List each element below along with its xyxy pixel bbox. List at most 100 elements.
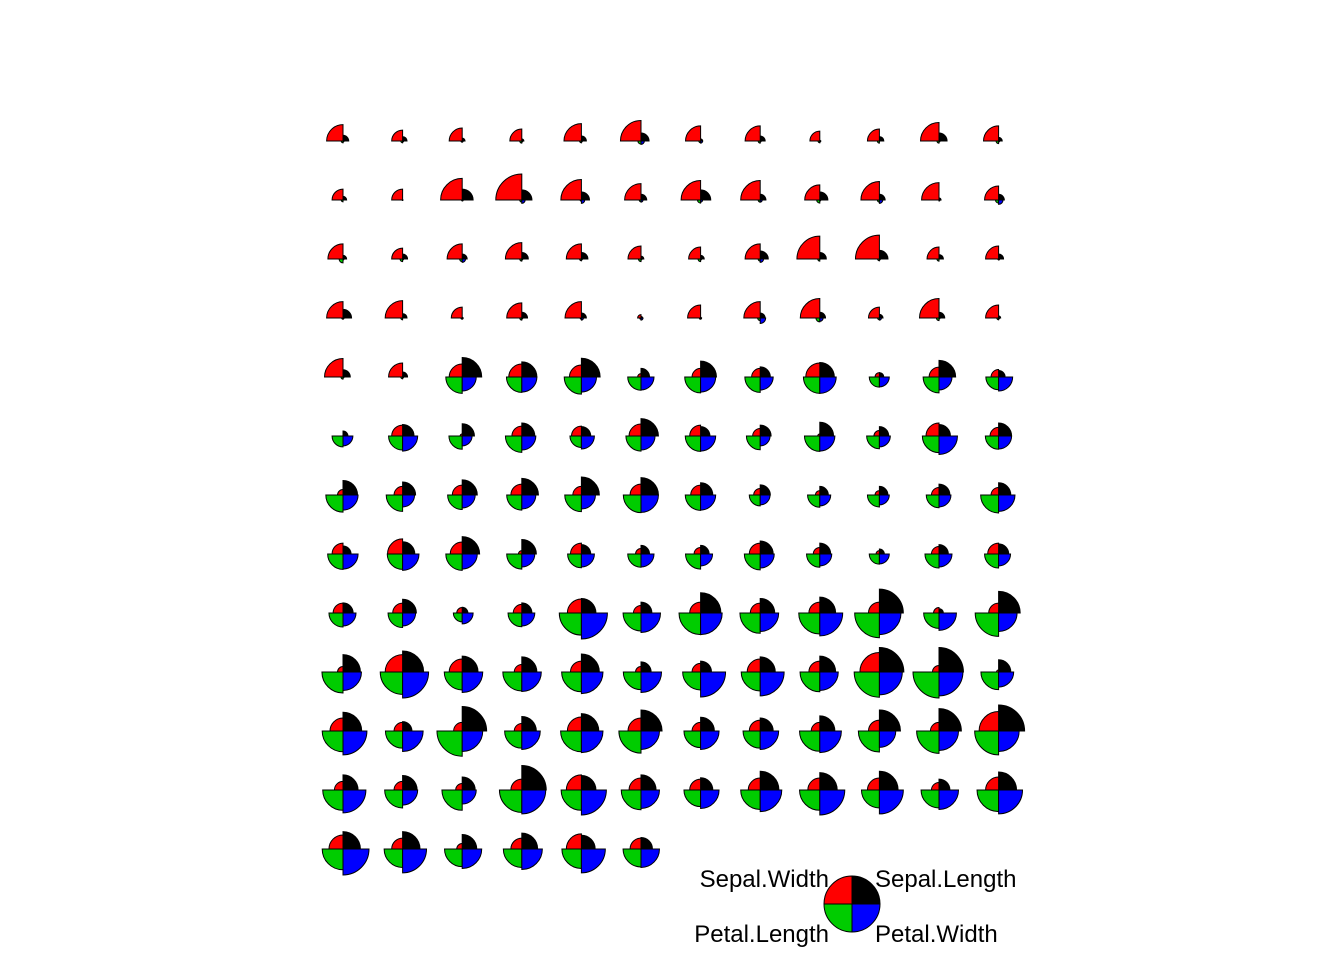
segment-petal-width xyxy=(521,376,538,393)
star-40 xyxy=(506,302,529,321)
segment-sepal-width xyxy=(928,366,940,378)
segment-petal-length xyxy=(322,789,344,811)
segment-sepal-width xyxy=(978,710,1000,732)
segment-petal-length xyxy=(815,317,821,323)
segment-petal-length xyxy=(743,553,761,571)
segment-petal-width xyxy=(998,140,1001,143)
star-59 xyxy=(922,359,957,394)
segment-petal-length xyxy=(853,671,880,698)
star-96 xyxy=(984,542,1012,569)
star-13 xyxy=(331,188,348,203)
segment-petal-length xyxy=(618,730,642,754)
star-138 xyxy=(620,774,660,811)
segment-petal-width xyxy=(759,612,780,632)
segment-petal-width xyxy=(402,671,430,699)
segment-sepal-length xyxy=(461,655,479,673)
segment-sepal-length xyxy=(580,653,600,673)
segment-petal-width xyxy=(938,671,964,697)
segment-sepal-width xyxy=(387,538,404,555)
segment-petal-length xyxy=(678,612,702,636)
star-71 xyxy=(921,422,958,455)
segment-petal-width xyxy=(998,376,1014,392)
star-49 xyxy=(324,358,351,380)
star-130 xyxy=(857,709,901,753)
segment-petal-length xyxy=(519,140,523,144)
segment-sepal-width xyxy=(565,774,582,791)
segment-sepal-width xyxy=(627,245,642,260)
segment-sepal-width xyxy=(925,422,940,437)
star-91 xyxy=(685,544,714,570)
segment-sepal-width xyxy=(511,425,523,437)
star-26 xyxy=(391,247,409,263)
star-117 xyxy=(799,655,839,693)
star-33 xyxy=(796,235,827,262)
star-148 xyxy=(502,832,543,871)
segment-sepal-length xyxy=(580,251,589,260)
segment-petal-length xyxy=(739,612,761,634)
segment-sepal-width xyxy=(391,424,404,437)
segment-petal-length xyxy=(637,258,642,263)
segment-sepal-length xyxy=(700,544,710,555)
segment-sepal-width xyxy=(691,721,702,732)
segment-petal-length xyxy=(974,612,1000,637)
star-112 xyxy=(502,656,542,693)
segment-petal-length xyxy=(798,612,821,635)
segment-sepal-width xyxy=(746,658,761,673)
segment-sepal-width xyxy=(509,128,523,142)
segment-petal-length xyxy=(444,848,463,868)
star-63 xyxy=(448,423,475,450)
segment-petal-length xyxy=(622,848,642,868)
star-146 xyxy=(383,831,428,874)
star-7 xyxy=(685,125,704,144)
segment-sepal-length xyxy=(998,704,1026,732)
segment-petal-length xyxy=(506,494,523,511)
segment-sepal-length xyxy=(938,544,949,555)
segment-petal-width xyxy=(461,848,483,870)
segment-sepal-length xyxy=(640,661,652,673)
segment-petal-width xyxy=(938,140,941,143)
star-24 xyxy=(984,185,1005,205)
segment-petal-width xyxy=(521,140,524,143)
segment-petal-width xyxy=(700,199,704,203)
segment-sepal-width xyxy=(512,603,523,614)
segment-petal-length xyxy=(683,789,702,808)
segment-sepal-length xyxy=(461,706,488,732)
star-64 xyxy=(504,422,537,453)
segment-petal-width xyxy=(878,789,904,815)
star-116 xyxy=(740,656,785,697)
segment-sepal-width xyxy=(989,426,1000,437)
legend-star xyxy=(823,875,881,933)
segment-petal-length xyxy=(448,435,463,450)
segment-sepal-length xyxy=(759,484,771,496)
segment-sepal-width xyxy=(495,173,523,201)
star-131 xyxy=(916,708,962,754)
star-79 xyxy=(684,482,717,511)
segment-sepal-width xyxy=(637,373,642,378)
segment-petal-length xyxy=(498,789,523,813)
segment-sepal-length xyxy=(938,311,946,319)
star-120 xyxy=(980,659,1015,691)
segment-sepal-width xyxy=(504,242,523,260)
segment-sepal-width xyxy=(328,834,344,850)
segment-sepal-length xyxy=(640,477,659,496)
segment-petal-width xyxy=(521,612,536,627)
star-105 xyxy=(798,596,844,637)
star-147 xyxy=(444,833,483,870)
star-43 xyxy=(687,304,703,320)
segment-petal-width xyxy=(580,140,583,143)
segment-sepal-width xyxy=(866,128,880,142)
segment-petal-length xyxy=(505,376,523,393)
star-137 xyxy=(560,774,607,816)
segment-petal-width xyxy=(998,199,1004,205)
segment-sepal-length xyxy=(819,421,835,437)
star-127 xyxy=(683,716,720,750)
segment-sepal-width xyxy=(450,306,463,319)
segment-sepal-length xyxy=(461,833,478,850)
segment-sepal-width xyxy=(809,130,821,142)
segment-sepal-width xyxy=(391,129,404,142)
star-31 xyxy=(688,246,705,263)
segment-sepal-length xyxy=(819,485,829,496)
segment-sepal-width xyxy=(930,545,940,555)
segment-sepal-width xyxy=(629,483,642,496)
segment-petal-length xyxy=(560,789,582,811)
